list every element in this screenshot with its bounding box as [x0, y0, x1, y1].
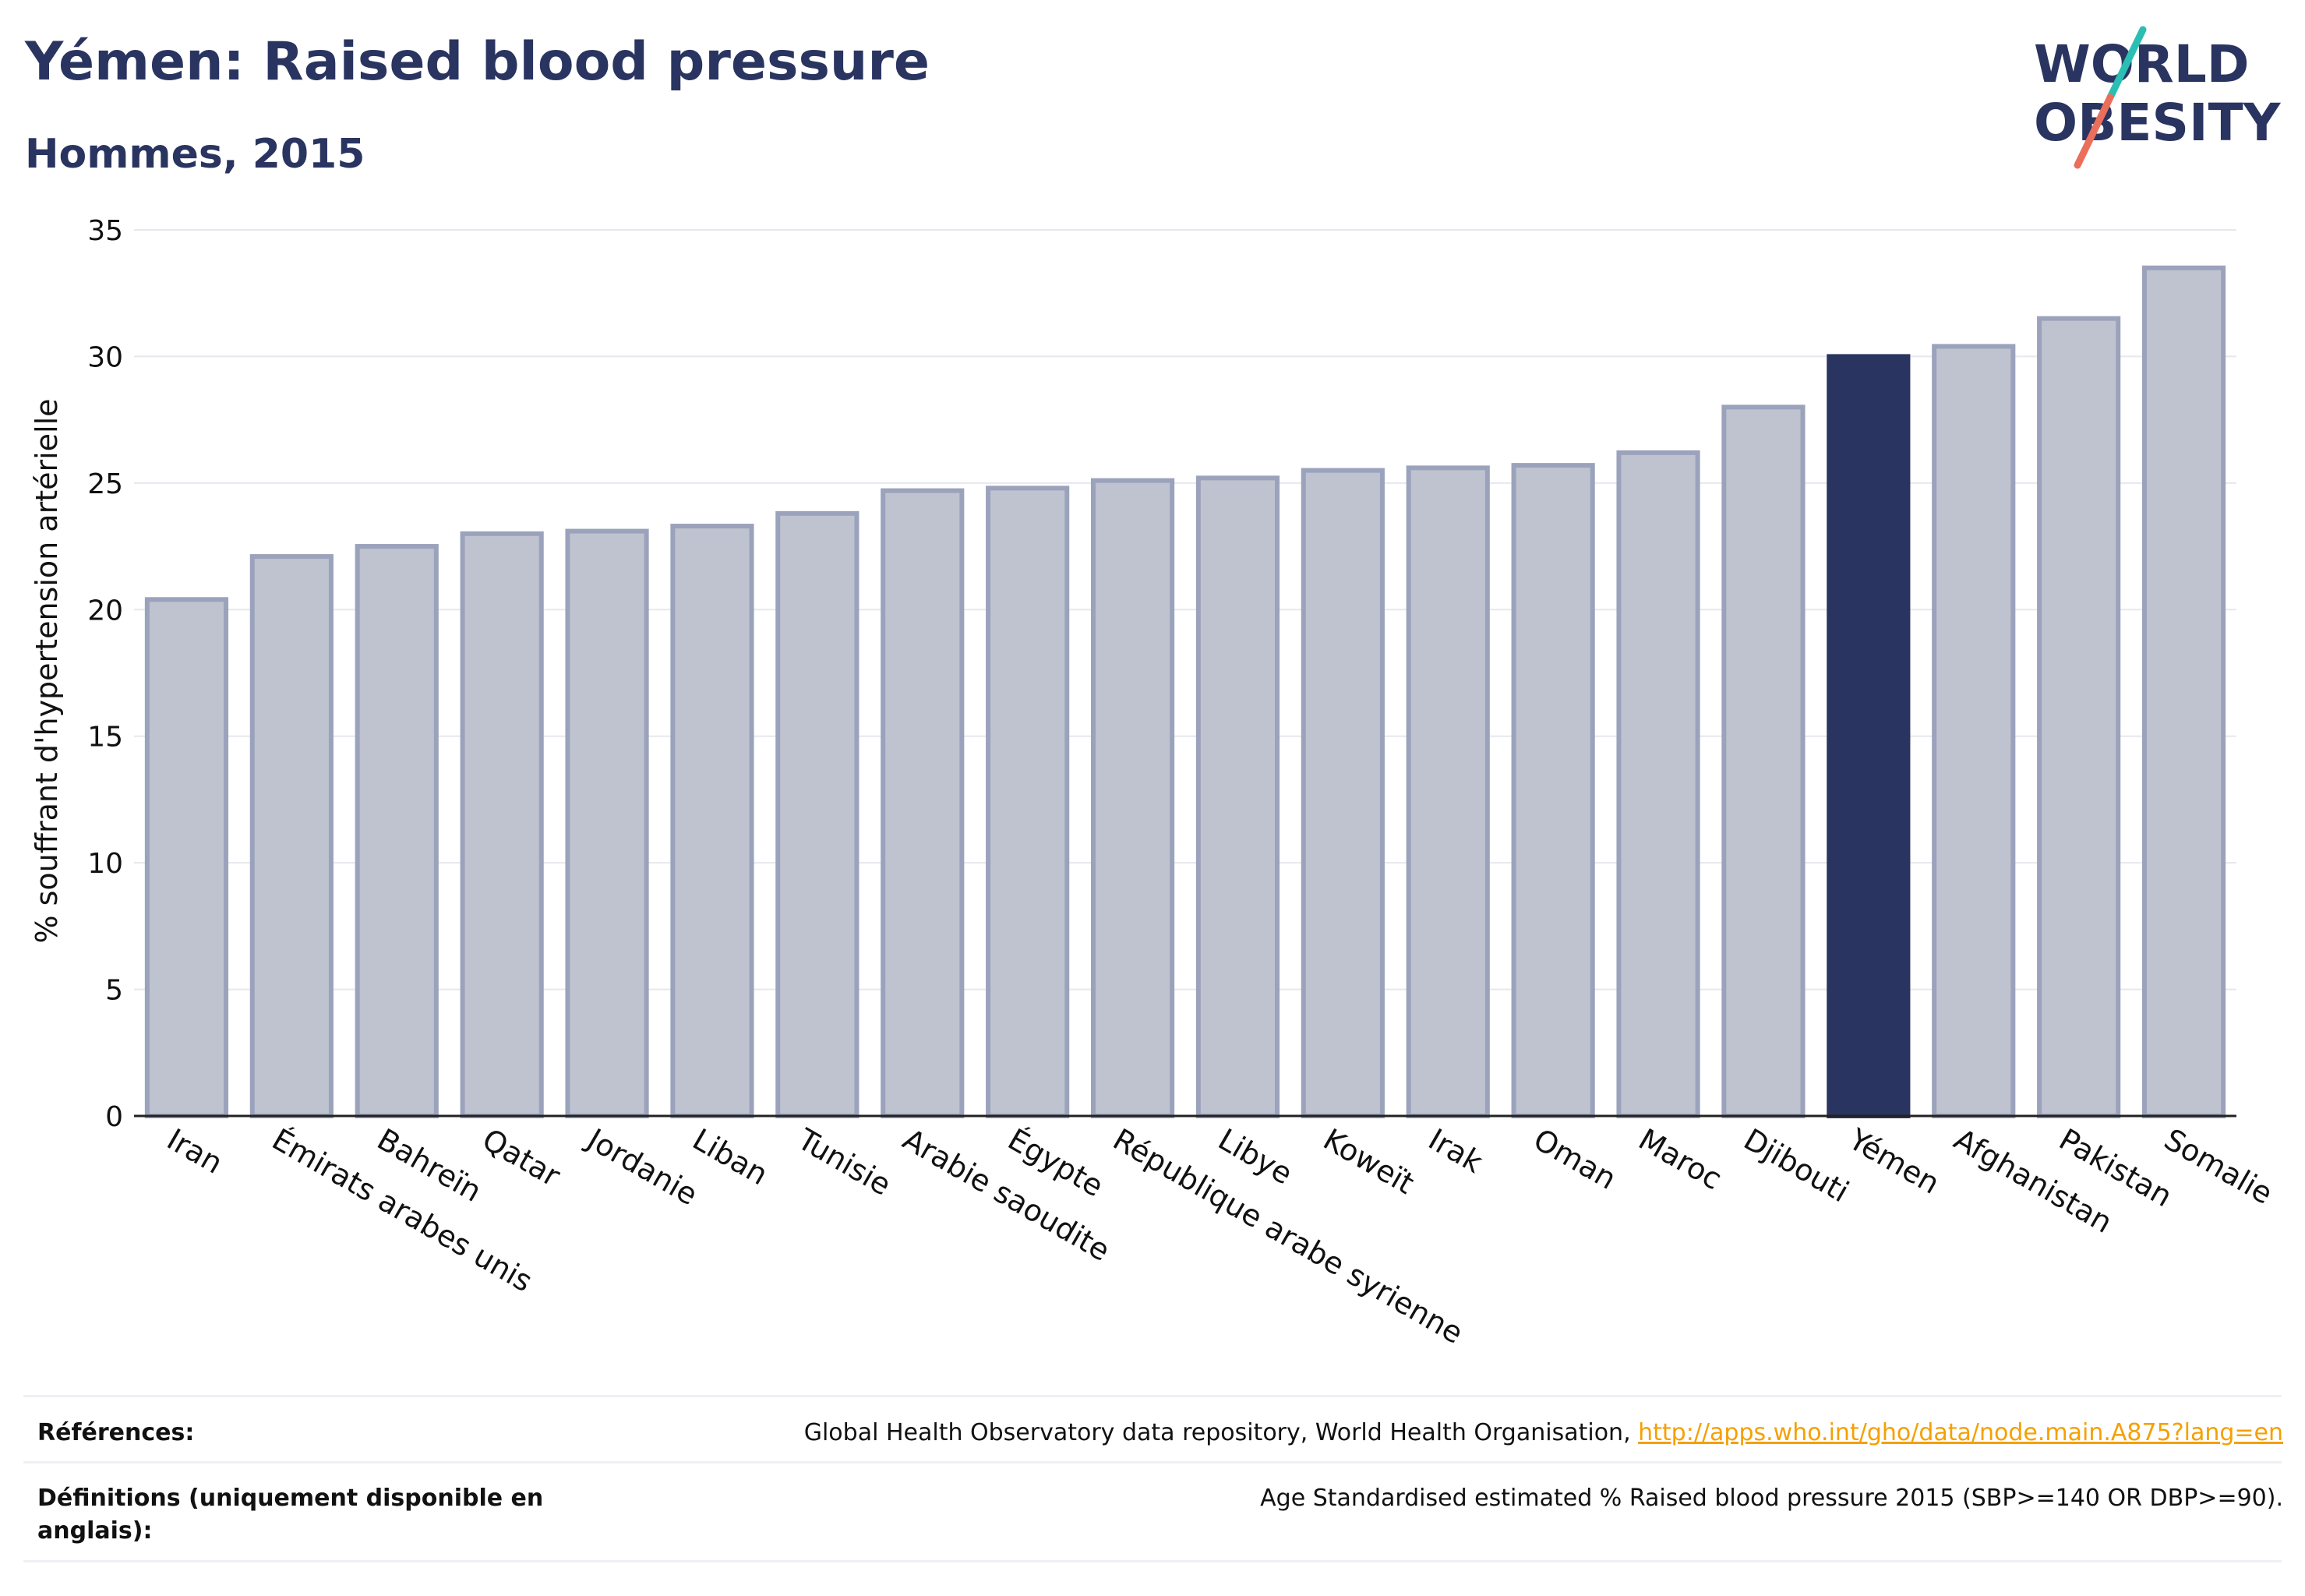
bar [1721, 404, 1806, 1118]
bar [2141, 265, 2226, 1119]
logo-slash-bottom [2074, 94, 2114, 169]
footer-divider-top [23, 1395, 2282, 1397]
world-obesity-logo: WORLD OBESITY [2034, 26, 2282, 169]
y-tick-labels: 0 5 10 15 20 25 30 35 [87, 215, 123, 1133]
x-tick-label: Qatar [477, 1122, 567, 1194]
x-tick-label: Jordanie [581, 1121, 704, 1213]
y-tick-label: 10 [87, 848, 123, 880]
bar [1511, 463, 1595, 1118]
x-tick-label: Irak [1423, 1122, 1488, 1180]
bar [355, 544, 439, 1118]
bar [986, 486, 1070, 1118]
bar [670, 524, 754, 1118]
logo-line2: OBESITY [2034, 93, 2282, 153]
bar [1616, 450, 1700, 1118]
chart-subtitle: Hommes, 2015 [25, 131, 365, 178]
logo-slash-top [2106, 26, 2147, 101]
bar-highlight [1827, 354, 1911, 1118]
bar-chart: 0 5 10 15 20 25 30 35 Iran Émirats arabes unisBa… [87, 215, 2279, 1351]
bar [1932, 344, 2016, 1119]
bars [144, 265, 2226, 1119]
bar [249, 554, 334, 1118]
x-tick-label: Oman [1528, 1122, 1622, 1196]
grid-lines [134, 229, 2236, 1117]
y-tick-label: 5 [105, 975, 123, 1007]
chart-title: Yémen: Raised blood pressure [25, 31, 930, 93]
y-tick-label: 30 [87, 341, 123, 373]
bar [775, 510, 860, 1118]
y-tick-label: 35 [87, 215, 123, 247]
y-tick-label: 0 [105, 1101, 123, 1133]
x-tick-label: Maroc [1633, 1122, 1728, 1197]
bar [1195, 475, 1280, 1118]
footer-divider-middle [23, 1461, 2282, 1464]
references-link[interactable]: http://apps.who.int/gho/data/node.main.A… [1638, 1419, 2283, 1446]
footer-divider-bottom [23, 1560, 2282, 1562]
y-tick-label: 25 [87, 468, 123, 500]
references-value: Global Health Observatory data repositor… [804, 1417, 2283, 1449]
bar [1301, 468, 1385, 1118]
x-tick-label: Iran [161, 1122, 228, 1181]
bar [2037, 316, 2121, 1118]
x-tick-label: Tunisie [791, 1121, 896, 1202]
references-text: Global Health Observatory data repositor… [803, 1419, 1639, 1446]
references-label: Références: [37, 1419, 195, 1446]
x-tick-label: Koweït [1318, 1122, 1420, 1201]
definitions-label: Définitions (uniquement disponible en an… [37, 1485, 544, 1545]
bar [1090, 478, 1175, 1118]
bar [144, 597, 229, 1118]
y-tick-label: 15 [87, 722, 123, 754]
y-tick-label: 20 [87, 595, 123, 627]
definitions-value: Age Standardised estimated % Raised bloo… [1260, 1485, 2283, 1512]
bar [565, 528, 649, 1118]
x-tick-label: Somalie [2159, 1122, 2279, 1211]
bar [460, 531, 544, 1118]
bar [881, 488, 965, 1118]
logo-line1: WORLD [2034, 34, 2250, 94]
x-tick-label: Djibouti [1738, 1122, 1855, 1209]
x-tick-label: Yémen [1842, 1121, 1945, 1201]
bar [1406, 465, 1490, 1118]
